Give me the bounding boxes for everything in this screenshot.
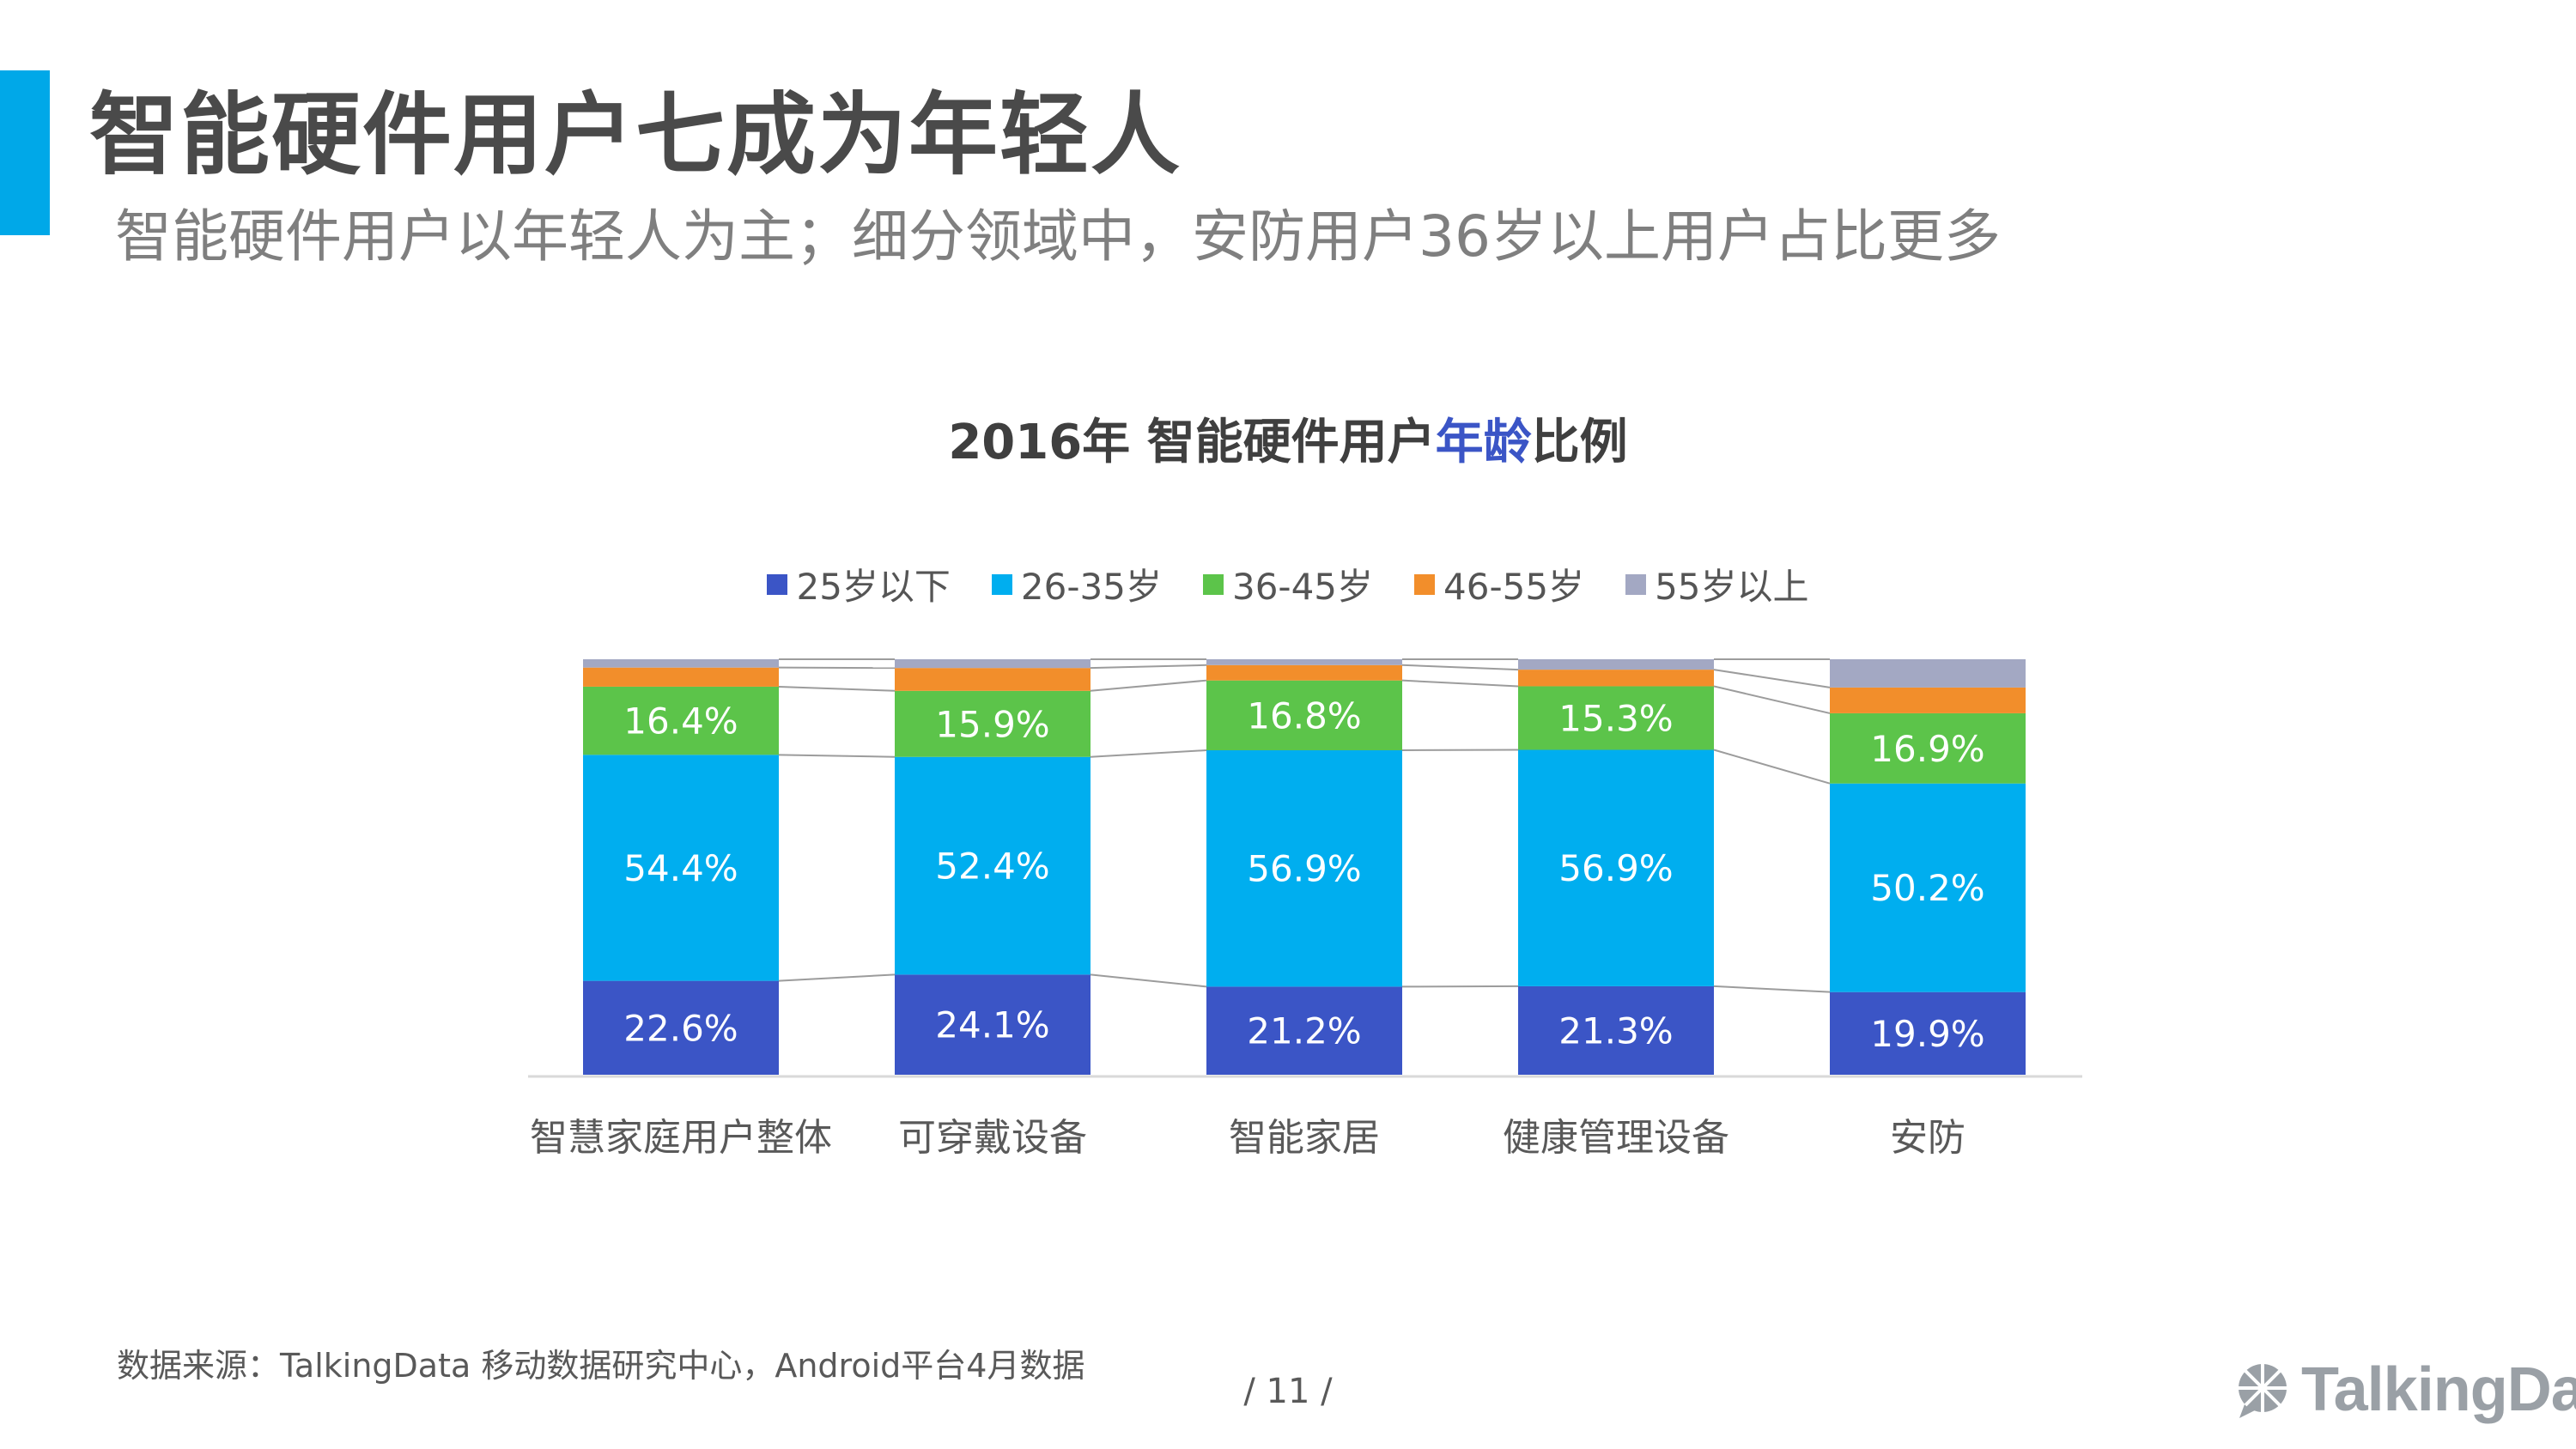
bar-segment-55岁以上-2 (1206, 659, 1402, 665)
legend-swatch (991, 573, 1012, 595)
legend-item-1: 26-35岁 (991, 558, 1162, 610)
accent-bar (0, 70, 50, 235)
legend-label: 25岁以下 (796, 566, 951, 608)
data-source-note: 数据来源：TalkingData 移动数据研究中心，Android平台4月数据 (117, 1347, 1085, 1385)
page-subtitle: 智能硬件用户以年轻人为主；细分领域中，安防用户36岁以上用户占比更多 (115, 203, 2001, 270)
data-label: 24.1% (935, 1004, 1049, 1046)
data-label: 56.9% (1247, 848, 1361, 890)
connector-line (1090, 679, 1207, 692)
bar-segment-26-35岁-3 (1518, 749, 1714, 986)
x-tick-label: 健康管理设备 (1503, 1116, 1729, 1160)
bar-segment-26-35岁-0 (583, 755, 779, 981)
bar-segment-26-35岁-1 (895, 756, 1091, 975)
bar-segment-25岁以下-3 (1518, 985, 1714, 1075)
chart-legend: 25岁以下 26-35岁 36-45岁 46-55岁 55岁以上 (0, 558, 2576, 610)
logo-text: TalkingData (2301, 1355, 2576, 1424)
legend-item-3: 46-55岁 (1414, 558, 1584, 610)
x-tick-label: 可穿戴设备 (898, 1116, 1087, 1160)
bar-segment-55岁以上-0 (583, 659, 779, 668)
x-tick-label: 安防 (1890, 1116, 1965, 1160)
legend-label: 55岁以上 (1655, 566, 1809, 608)
connector-line (1401, 679, 1519, 688)
legend-swatch (1202, 573, 1224, 595)
data-label: 52.4% (935, 846, 1049, 888)
connector-line (1090, 749, 1207, 758)
logo-icon (2239, 1364, 2287, 1418)
data-label: 15.3% (1558, 697, 1673, 739)
chart-title-highlight: 年龄 (1435, 415, 1532, 470)
bar-segment-36-45岁-0 (583, 686, 779, 755)
bar-segment-55岁以上-1 (895, 659, 1091, 669)
legend-swatch (1625, 573, 1647, 595)
legend-item-2: 36-45岁 (1202, 558, 1374, 610)
legend-swatch (767, 573, 788, 595)
chart-title-suffix: 比例 (1531, 415, 1628, 470)
data-label: 16.4% (623, 700, 738, 743)
bar-segment-46-55岁-0 (583, 667, 779, 687)
connector-line (1090, 973, 1207, 988)
chart-title-prefix: 2016年 智能硬件用户 (948, 415, 1436, 470)
bar-segment-26-35岁-4 (1830, 783, 2026, 992)
data-label: 16.9% (1870, 728, 1984, 770)
data-label: 50.2% (1870, 867, 1984, 909)
data-label: 16.8% (1247, 694, 1361, 737)
bar-segment-55岁以上-3 (1518, 659, 1714, 670)
x-tick-label: 智能家居 (1229, 1116, 1380, 1160)
bar-segment-36-45岁-4 (1830, 712, 2026, 784)
legend-label: 26-35岁 (1020, 566, 1162, 608)
bar-segment-36-45岁-1 (895, 690, 1091, 757)
bar-segment-36-45岁-3 (1518, 686, 1714, 750)
data-label: 19.9% (1870, 1013, 1984, 1055)
legend-item-4: 55岁以上 (1625, 558, 1809, 610)
connector-line (1713, 685, 1831, 714)
bar-segment-25岁以下-2 (1206, 986, 1402, 1075)
legend-label: 46-55岁 (1443, 566, 1585, 608)
bar-segment-46-55岁-2 (1206, 664, 1402, 681)
x-tick-label: 智慧家庭用户整体 (530, 1116, 832, 1160)
connector-line (1713, 669, 1831, 688)
talkingdata-logo: TalkingData (2233, 1355, 2576, 1425)
connector-line (778, 685, 896, 692)
legend-item-0: 25岁以下 (767, 558, 951, 610)
page-title: 智能硬件用户七成为年轻人 (89, 82, 1182, 187)
connector-line (1713, 749, 1831, 785)
data-label: 15.9% (935, 703, 1049, 745)
legend-swatch (1414, 573, 1436, 595)
data-label: 54.4% (623, 847, 738, 889)
connector-line (1090, 664, 1207, 670)
bar-segment-25岁以下-0 (583, 980, 779, 1075)
bar-segment-26-35岁-2 (1206, 749, 1402, 987)
legend-label: 36-45岁 (1231, 566, 1374, 608)
bar-segment-25岁以下-4 (1830, 991, 2026, 1075)
bar-segment-36-45岁-2 (1206, 680, 1402, 750)
bar-segment-46-55岁-1 (895, 668, 1091, 691)
bar-segment-25岁以下-1 (895, 974, 1091, 1075)
data-label: 56.9% (1558, 847, 1673, 889)
data-label: 22.6% (623, 1007, 738, 1049)
data-label: 21.2% (1247, 1010, 1361, 1052)
connector-line (1401, 664, 1519, 671)
connector-line (778, 973, 896, 982)
connector-line (1713, 985, 1831, 993)
bar-segment-46-55岁-3 (1518, 670, 1714, 687)
data-label: 21.3% (1558, 1009, 1673, 1052)
bar-segment-46-55岁-4 (1830, 687, 2026, 713)
page-number: / 11 / (1243, 1372, 1333, 1411)
bar-segment-55岁以上-4 (1830, 659, 2026, 688)
connector-line (778, 754, 896, 758)
chart-title: 2016年 智能硬件用户年龄比例 (0, 403, 2576, 473)
